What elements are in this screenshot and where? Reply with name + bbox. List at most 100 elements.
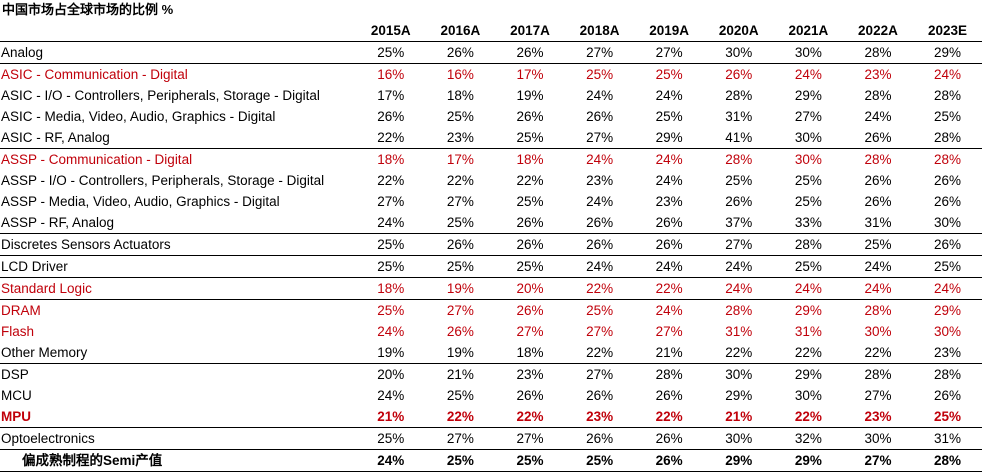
value-cell: 26% <box>934 172 962 188</box>
value-cell: 27% <box>446 302 474 318</box>
value-cell: 28% <box>864 302 892 318</box>
row-label: ASSP - Media, Video, Audio, Graphics - D… <box>1 193 280 209</box>
value-cell: 24% <box>356 449 426 472</box>
value-cell: 18% <box>377 151 405 167</box>
value-cell: 28% <box>934 151 962 167</box>
value-cell: 25% <box>425 212 496 234</box>
value-cell: 27% <box>843 449 913 472</box>
value-cell: 30% <box>725 366 753 382</box>
value-cell: 27% <box>446 193 474 209</box>
year-header: 2017A <box>495 20 565 42</box>
value-cell: 26% <box>377 108 405 124</box>
table-row: Optoelectronics 25% 27% 27% 26% 26% 30% 32% 30% 3… <box>0 428 982 450</box>
value-cell: 22% <box>425 406 496 428</box>
value-cell: 17% <box>516 66 544 82</box>
value-cell: 31% <box>725 323 753 339</box>
row-label: Discretes Sensors Actuators <box>0 233 356 256</box>
row-label: ASIC - I/O - Controllers, Peripherals, S… <box>1 87 320 103</box>
value-cell: 26% <box>425 41 496 64</box>
value-cell: 28% <box>912 449 983 472</box>
value-cell: 26% <box>934 193 962 209</box>
row-label: DRAM <box>1 302 41 318</box>
value-cell: 28% <box>934 87 962 103</box>
value-cell: 24% <box>843 277 913 300</box>
value-cell: 24% <box>655 87 683 103</box>
value-cell: 22% <box>773 342 844 364</box>
value-cell: 29% <box>794 366 822 382</box>
value-cell: 26% <box>516 108 544 124</box>
value-cell: 30% <box>934 323 962 339</box>
value-cell: 25% <box>773 255 844 278</box>
value-cell: 26% <box>495 41 565 64</box>
table-row: ASIC - RF, Analog 22% 23% 25% 27% 29% 41% 30% 26… <box>0 127 983 149</box>
value-cell: 26% <box>586 108 614 124</box>
value-cell: 26% <box>655 430 683 446</box>
value-cell: 19% <box>356 342 426 364</box>
value-cell: 26% <box>864 172 892 188</box>
value-cell: 28% <box>864 151 892 167</box>
value-cell: 30% <box>703 41 774 64</box>
value-cell: 24% <box>564 255 635 278</box>
value-cell: 24% <box>864 108 892 124</box>
row-label: Flash <box>1 323 35 339</box>
value-cell: 26% <box>634 233 704 256</box>
value-cell: 22% <box>356 127 426 149</box>
table-row: LCD Driver 25% 25% 25% 24% 24% 24% 25% 24% 25% <box>0 255 983 278</box>
table-row: MCU 24% 25% 26% 26% 26% 29% 30% 27% 26% <box>0 385 982 406</box>
value-cell: 28% <box>725 302 753 318</box>
value-cell: 27% <box>794 108 822 124</box>
value-cell: 26% <box>425 233 496 256</box>
value-cell: 26% <box>446 323 474 339</box>
value-cell: 26% <box>586 430 614 446</box>
value-cell: 17% <box>377 87 405 103</box>
value-cell: 28% <box>773 233 844 256</box>
value-cell: 25% <box>912 255 983 278</box>
value-cell: 27% <box>564 127 635 149</box>
year-header: 2021A <box>773 20 844 42</box>
table-row: ASSP - Media, Video, Audio, Graphics - D… <box>0 191 982 212</box>
value-cell: 26% <box>934 387 962 403</box>
value-cell: 21% <box>446 366 474 382</box>
year-header: 2018A <box>564 20 635 42</box>
value-cell: 27% <box>516 323 544 339</box>
value-cell: 26% <box>634 212 704 234</box>
value-cell: 24% <box>586 87 614 103</box>
year-header: 2015A <box>356 20 426 42</box>
value-cell: 37% <box>703 212 774 234</box>
year-header: 2019A <box>634 20 704 42</box>
year-header: 2022A <box>843 20 913 42</box>
value-cell: 25% <box>377 430 405 446</box>
value-cell: 26% <box>725 66 753 82</box>
value-cell: 16% <box>377 66 405 82</box>
value-cell: 28% <box>843 41 913 64</box>
header-blank-cell <box>0 20 356 42</box>
table-row: Standard Logic 18% 19% 20% 22% 22% 24% 24% 24% 24… <box>0 277 983 300</box>
table-row: Flash 24% 26% 27% 27% 27% 31% 31% 30% 30% <box>0 321 982 342</box>
value-cell: 24% <box>794 66 822 82</box>
value-cell: 25% <box>843 233 913 256</box>
value-cell: 25% <box>495 255 565 278</box>
value-cell: 23% <box>655 193 683 209</box>
value-cell: 22% <box>564 342 635 364</box>
value-cell: 24% <box>655 172 683 188</box>
value-cell: 25% <box>725 172 753 188</box>
value-cell: 21% <box>703 406 774 428</box>
total-row: 偏成熟制程的Semi产值 24% 25% 25% 25% 26% 29% 29% 27% 28% <box>0 449 983 472</box>
value-cell: 21% <box>356 406 426 428</box>
value-cell: 22% <box>516 172 544 188</box>
value-cell: 24% <box>586 151 614 167</box>
value-cell: 25% <box>586 302 614 318</box>
value-cell: 24% <box>703 277 774 300</box>
value-cell: 23% <box>425 127 496 149</box>
value-cell: 41% <box>703 127 774 149</box>
value-cell: 29% <box>934 302 962 318</box>
value-cell: 18% <box>356 277 426 300</box>
value-cell: 20% <box>495 277 565 300</box>
value-cell: 31% <box>725 108 753 124</box>
value-cell: 22% <box>495 406 565 428</box>
value-cell: 25% <box>586 66 614 82</box>
value-cell: 28% <box>864 366 892 382</box>
value-cell: 24% <box>912 277 983 300</box>
value-cell: 24% <box>934 66 962 82</box>
value-cell: 20% <box>377 366 405 382</box>
